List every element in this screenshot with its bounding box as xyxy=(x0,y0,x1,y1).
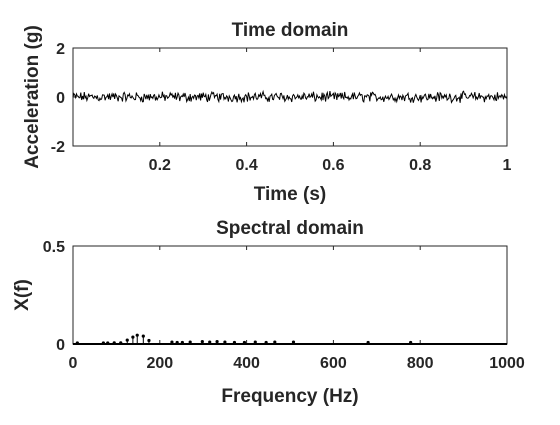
time-domain-ylabel: Acceleration (g) xyxy=(22,25,43,169)
spec-stem-marker xyxy=(147,339,150,342)
spec-stem-marker xyxy=(113,341,116,344)
spec-stem-marker xyxy=(126,338,129,341)
spec-xtick-label: 0 xyxy=(69,355,78,372)
spec-stem-marker xyxy=(292,340,295,343)
time-ytick-label: 2 xyxy=(56,41,65,58)
spectral-domain-xlabel: Frequency (Hz) xyxy=(221,386,358,407)
time-xtick-label: 0.2 xyxy=(149,157,171,174)
time-xtick-label: 0.8 xyxy=(409,157,431,174)
spec-stem-marker xyxy=(170,340,173,343)
spec-stem-marker xyxy=(215,340,218,343)
spec-stem-marker xyxy=(233,341,236,344)
spectral-domain-title: Spectral domain xyxy=(216,218,364,239)
spec-stem-marker xyxy=(273,340,276,343)
spec-stem-marker xyxy=(102,341,105,344)
spec-stem-marker xyxy=(367,341,370,344)
spec-stem-marker xyxy=(208,340,211,343)
spec-xtick-label: 800 xyxy=(407,355,434,372)
spec-stem-marker xyxy=(76,341,79,344)
time-xtick-label: 0.4 xyxy=(235,157,257,174)
spec-stem-marker xyxy=(142,335,145,338)
time-xtick-label: 1 xyxy=(503,157,512,174)
spec-xtick-label: 600 xyxy=(320,355,347,372)
spec-xtick-label: 1000 xyxy=(489,355,525,372)
spec-stem-marker xyxy=(131,336,134,339)
spec-ytick-label: 0 xyxy=(56,337,65,354)
spec-stem-marker xyxy=(243,341,246,344)
spec-xtick-label: 200 xyxy=(146,355,173,372)
spectral-domain-axes-box xyxy=(73,246,507,344)
spec-ytick-label: 0.5 xyxy=(43,239,65,256)
spec-stem-marker xyxy=(254,340,257,343)
spec-stem-marker xyxy=(181,341,184,344)
spec-stem-marker xyxy=(265,341,268,344)
spec-stem-marker xyxy=(201,340,204,343)
spec-stem-marker xyxy=(409,341,412,344)
spectral-domain-panel: Spectral domain 0.5 0 0 200 400 600 800 1000 F… xyxy=(12,218,525,407)
spec-stem-marker xyxy=(176,341,179,344)
spec-stem-marker xyxy=(223,340,226,343)
time-domain-panel: Time domain 20-2 0.2 0.4 0.6 0.8 1 Time (s) … xyxy=(22,20,512,205)
time-domain-xlabel: Time (s) xyxy=(254,184,327,205)
spec-stem-marker xyxy=(106,341,109,344)
time-ytick-label: -2 xyxy=(51,139,65,156)
spec-stem-marker xyxy=(136,334,139,337)
spec-stem-marker xyxy=(119,341,122,344)
spectral-domain-ylabel: X(f) xyxy=(12,279,33,311)
time-ytick-label: 0 xyxy=(56,90,65,107)
spec-xtick-label: 400 xyxy=(233,355,260,372)
time-domain-title: Time domain xyxy=(232,20,349,41)
time-xtick-label: 0.6 xyxy=(322,157,344,174)
spec-stem-marker xyxy=(189,340,192,343)
